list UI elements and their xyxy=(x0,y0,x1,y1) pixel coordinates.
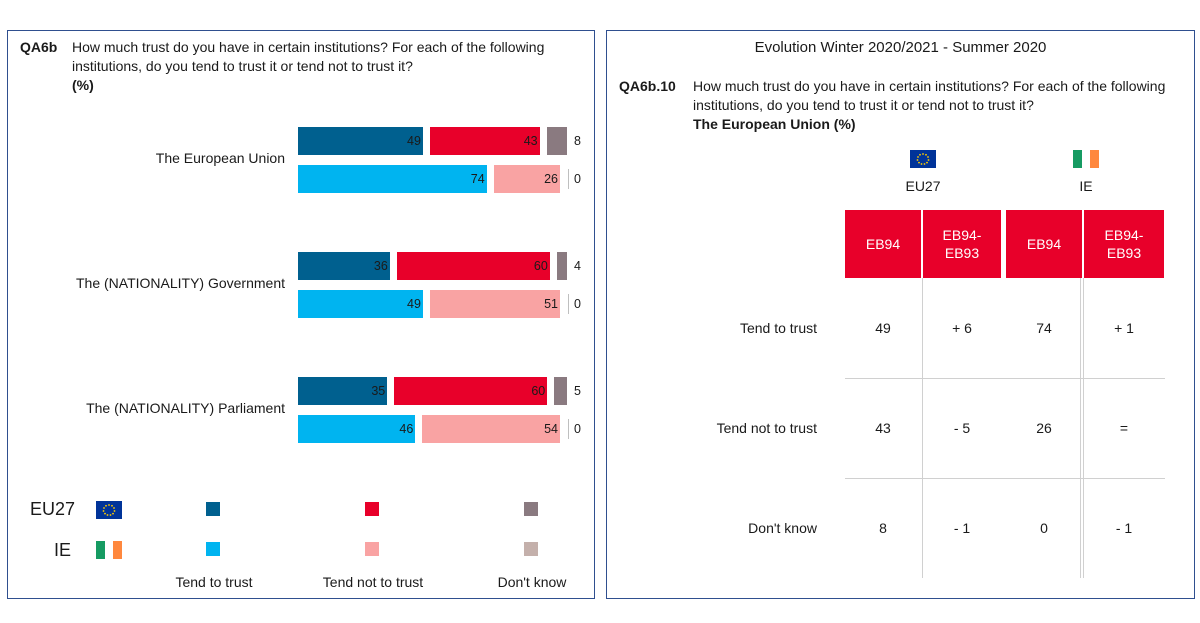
column-header: EB94- EB93 xyxy=(1084,210,1164,278)
group-label-ie: IE xyxy=(1079,178,1093,194)
legend-swatch-eu-dont-know xyxy=(524,502,538,516)
row-label: Tend not to trust xyxy=(716,420,817,436)
left-question-body: How much trust do you have in certain in… xyxy=(72,39,545,74)
bar-ie-trust xyxy=(298,165,487,193)
legend-swatch-ie-trust xyxy=(206,542,220,556)
legend-swatch-ie-dont-know xyxy=(524,542,538,556)
table-cell: 8 xyxy=(879,520,887,536)
table-cell: 26 xyxy=(1036,420,1052,436)
table-cell: 43 xyxy=(875,420,891,436)
ie-flag-icon xyxy=(96,541,123,559)
eu-flag-icon xyxy=(96,501,122,519)
table-cell: 74 xyxy=(1036,320,1052,336)
legend-ie-code: IE xyxy=(54,540,72,560)
bar-ie-not-trust xyxy=(422,415,560,443)
value-label: 5 xyxy=(574,384,581,398)
legend-label-not-trust: Tend not to trust xyxy=(322,574,424,590)
legend-swatch-eu-trust xyxy=(206,502,220,516)
bar-eu27-not-trust xyxy=(394,377,548,405)
value-label: 0 xyxy=(574,422,581,436)
left-question-code: QA6b xyxy=(20,39,58,55)
column-header: EB94 xyxy=(845,210,921,278)
value-label: 46 xyxy=(399,422,414,436)
row-divider xyxy=(845,478,1165,479)
value-label: 35 xyxy=(371,384,386,398)
table-cell: 0 xyxy=(1040,520,1048,536)
table-cell: + 1 xyxy=(1114,320,1134,336)
legend-swatch-eu-not-trust xyxy=(365,502,379,516)
table-cell: + 6 xyxy=(952,320,972,336)
zero-marker xyxy=(568,419,569,439)
zero-marker xyxy=(568,294,569,314)
value-label: 49 xyxy=(407,134,421,148)
legend-label-dont-know: Don't know xyxy=(497,574,567,590)
value-label: 49 xyxy=(407,297,421,311)
table-cell: = xyxy=(1119,420,1129,436)
column-divider xyxy=(1083,278,1084,578)
bar-eu27-not-trust xyxy=(396,252,550,280)
value-label: 43 xyxy=(523,134,538,148)
category-label: The (NATIONALITY) Parliament xyxy=(86,400,285,416)
column-divider xyxy=(922,278,923,578)
bar-eu27-dont-know xyxy=(556,252,567,280)
table-cell: 49 xyxy=(875,320,891,336)
legend-swatch-ie-not-trust xyxy=(365,542,379,556)
value-label: 51 xyxy=(544,297,558,311)
right-table-panel: Evolution Winter 2020/2021 - Summer 2020… xyxy=(606,30,1195,599)
category-label: The European Union xyxy=(155,150,285,166)
row-label: Tend to trust xyxy=(739,320,817,336)
category-label: The (NATIONALITY) Government xyxy=(75,275,285,291)
bar-ie-trust xyxy=(298,415,416,443)
left-chart-panel: QA6b How much trust do you have in certa… xyxy=(7,30,595,599)
ie-flag-icon xyxy=(1073,150,1100,168)
table-cell: - 1 xyxy=(953,520,971,536)
eu-flag-icon xyxy=(910,150,936,168)
value-label: 0 xyxy=(574,297,581,311)
evolution-title: Evolution Winter 2020/2021 - Summer 2020 xyxy=(754,39,1047,56)
value-label: 8 xyxy=(574,134,581,148)
bar-eu27-trust xyxy=(298,127,423,155)
bar-eu27-dont-know xyxy=(554,377,567,405)
value-label: 60 xyxy=(533,259,548,273)
bar-eu27-dont-know xyxy=(546,127,567,155)
value-label: 74 xyxy=(470,172,485,186)
row-label: Don't know xyxy=(748,520,817,536)
left-question-text: How much trust do you have in certain in… xyxy=(72,38,572,95)
group-label-eu27: EU27 xyxy=(905,178,941,194)
value-label: 4 xyxy=(574,259,581,273)
bar-ie-not-trust xyxy=(493,165,560,193)
value-label: 60 xyxy=(531,384,546,398)
row-divider xyxy=(845,378,1165,379)
column-header: EB94- EB93 xyxy=(923,210,1001,278)
right-question-code: QA6b.10 xyxy=(619,78,676,94)
column-divider xyxy=(1080,278,1081,578)
right-question-unit: (%) xyxy=(833,116,856,132)
bar-eu27-not-trust xyxy=(429,127,540,155)
table-cell: - 5 xyxy=(953,420,971,436)
value-label: 36 xyxy=(373,259,388,273)
column-header: EB94 xyxy=(1006,210,1082,278)
zero-marker xyxy=(568,169,569,189)
bar-eu27-trust xyxy=(298,252,390,280)
bar-ie-trust xyxy=(298,290,423,318)
value-label: 0 xyxy=(574,172,581,186)
value-label: 54 xyxy=(544,422,558,436)
right-question-text: How much trust do you have in certain in… xyxy=(693,77,1173,134)
value-label: 26 xyxy=(544,172,558,186)
legend-eu-code: EU27 xyxy=(30,499,76,519)
table-cell: - 1 xyxy=(1115,520,1133,536)
right-question-body: How much trust do you have in certain in… xyxy=(693,78,1166,113)
left-question-unit: (%) xyxy=(72,77,94,93)
right-question-subject: The European Union xyxy=(693,116,830,132)
bar-ie-not-trust xyxy=(429,290,560,318)
legend-label-trust: Tend to trust xyxy=(175,574,253,590)
bar-eu27-trust xyxy=(298,377,388,405)
